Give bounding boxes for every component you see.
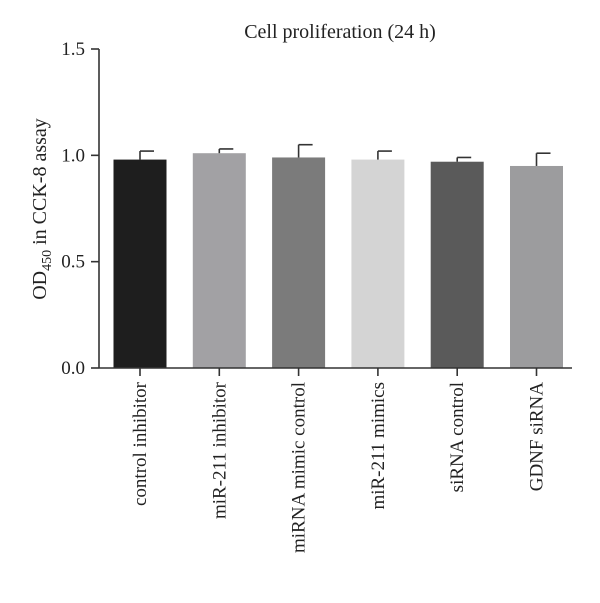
x-tick-label-5: GDNF siRNA: [527, 382, 548, 492]
x-tick-label-3: miR-211 mimics: [368, 382, 389, 510]
bar-1: [192, 153, 246, 368]
chart-title: Cell proliferation (24 h): [244, 21, 436, 43]
bar-0: [113, 159, 167, 368]
x-tick-label-4: siRNA control: [447, 382, 468, 492]
y-tick-label-2: 1.0: [61, 145, 85, 166]
x-tick-label-0: control inhibitor: [130, 381, 151, 506]
y-tick-label-0: 0.0: [61, 358, 85, 379]
plot-area: 0.0 0.5 1.0 1.5 control inhibitor miR-211 inh…: [61, 39, 572, 553]
bar-5: [510, 165, 563, 368]
x-tick-label-1: miR-211 inhibitor: [209, 381, 230, 519]
y-axis-label-subscript: 450: [40, 250, 55, 271]
y-tick-label-3: 1.5: [61, 39, 85, 60]
bar-2: [272, 157, 326, 368]
bar-4: [430, 161, 484, 368]
y-axis-label-prefix: OD: [29, 271, 51, 300]
y-tick-label-1: 0.5: [61, 252, 85, 273]
y-axis-label-suffix: in CCK-8 assay: [29, 118, 51, 250]
bar-3: [351, 159, 405, 368]
y-axis-label: OD450 in CCK-8 assay: [29, 118, 55, 300]
x-tick-label-2: miRNA mimic control: [289, 382, 310, 553]
